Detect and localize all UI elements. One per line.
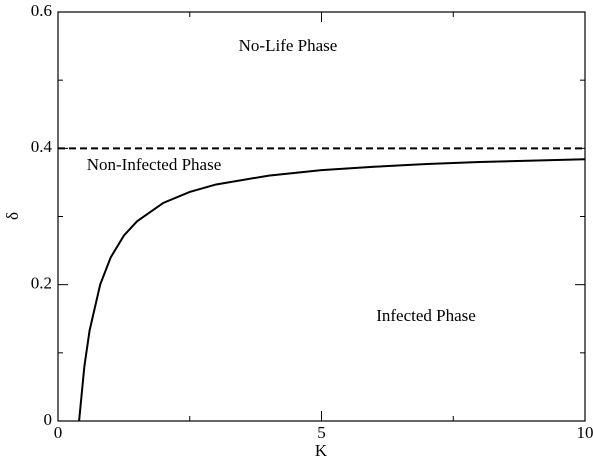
x-tick-label: 0 — [54, 423, 63, 442]
plot-frame — [57, 11, 586, 422]
line-series — [78, 158, 586, 422]
y-tick-label: 0.2 — [31, 274, 52, 293]
y-axis-label: δ — [3, 212, 22, 220]
annotation: Non-Infected Phase — [87, 155, 222, 174]
x-tick-label: 5 — [317, 423, 326, 442]
x-axis-label: K — [315, 441, 328, 460]
x-tick-label: 10 — [577, 423, 593, 442]
y-tick-label: 0.6 — [31, 1, 52, 20]
annotation: No-Life Phase — [239, 36, 338, 55]
y-tick-label: 0 — [44, 410, 53, 429]
y-tick-label: 0.4 — [31, 137, 53, 156]
annotation: Infected Phase — [376, 306, 476, 325]
